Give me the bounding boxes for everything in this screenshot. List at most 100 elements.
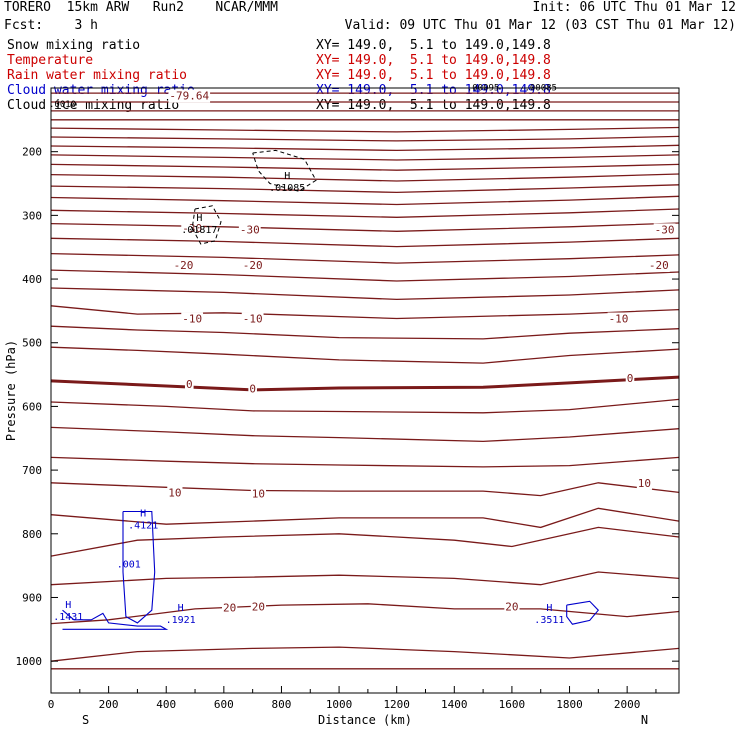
x-tick-label: 400 [156,698,176,711]
isotherm-label: -10 [609,313,629,326]
isotherm-line [50,571,680,586]
isotherm-label: -20 [174,259,194,272]
isotherm-line [50,526,680,557]
isotherm-line [50,603,680,625]
isotherm-line [50,237,680,248]
isotherm-line [50,456,680,468]
plot-frame [50,87,680,694]
cloud-ice-max-value: .01817 [181,225,217,236]
isotherm-label: 0 [186,378,193,391]
isotherm-label-bg [241,312,264,326]
x-tick-label: 1400 [441,698,468,711]
isotherm-label-bg [238,223,261,237]
cloud-water-contour [122,510,156,624]
legend-snow-xy: XY= 149.0, 5.1 to 149.0,149.8 [316,38,551,53]
cloud-water-contour [566,600,600,625]
x-tick-label: 600 [214,698,234,711]
isotherm-label: 20 [505,600,518,613]
cloud-water-max-value: .4121 [128,521,158,532]
cloud-water-max-marker: H [65,600,71,611]
top-contour-label: .00085 [524,84,557,94]
y-axis-title: Pressure (hPa) [4,340,18,441]
legend-snow-label: Snow mixing ratio [7,38,141,53]
y-tick-label: 200 [22,146,42,159]
isotherm-line [50,154,680,161]
y-tick-label: 400 [22,273,42,286]
isotherm-line [50,163,680,171]
isotherm-line [50,325,680,340]
cloud-water-max-value: .3511 [534,615,564,626]
isotherm-line [50,144,680,152]
isotherm-line [50,222,680,232]
isotherm-label-bg [241,259,264,273]
isotherm-label: -20 [649,259,669,272]
isotherm-line [50,305,680,320]
isotherm-label-bg [250,487,267,501]
isotherm-label: 10 [638,477,651,490]
isotherm-line [50,346,680,364]
isotherm-label: 20 [223,602,236,615]
x-tick-label: 1000 [326,698,353,711]
legend-temperature-label: Temperature [7,53,94,68]
isotherm-label-bg [184,378,194,392]
isotherm-label-bg [250,600,267,614]
isotherm-line [50,184,680,194]
isotherm-label: -20 [243,259,263,272]
cloud-water-max-marker: H [140,509,146,520]
forecast-hour: Fcst: 3 h [4,18,98,33]
isotherm-line [50,135,680,142]
x-tick-label: 0 [48,698,55,711]
isotherm-label: -79.64 [169,90,209,103]
y-tick-label: 800 [22,528,42,541]
cloud-water-max-value: .1431 [53,612,83,623]
isotherm-line [50,208,680,218]
isotherm-label-bg [607,312,630,326]
isotherm-label-bg [167,486,183,500]
cloud-ice-contour [252,149,317,192]
legend-temperature-xy: XY= 149.0, 5.1 to 149.0,149.8 [316,53,551,68]
isotherm-line [50,126,680,133]
isotherm-label: -30 [240,223,260,236]
isotherm-label: -10 [182,313,202,326]
init-time: Init: 06 UTC Thu 01 Mar 12 [532,0,737,15]
y-tick-label: 900 [22,591,42,604]
isotherm-line [50,482,680,497]
legend-cloudwater-xy: XY= 149.0, 5.1 to 149.0,149.8 [316,83,551,98]
isotherm-label-bg [248,382,257,396]
isotherm-label-bg [647,259,670,273]
y-tick-label: 300 [22,209,42,222]
isotherm-label: 10 [252,488,265,501]
x-axis-title: Distance (km) [318,713,412,727]
cloud-ice-max-marker: H [284,171,290,182]
x-tick-label: 200 [99,698,119,711]
isotherm-line [50,507,680,529]
cloud-ice-contour [191,205,222,245]
snow-value-label: .0010 [49,100,76,110]
isotherm-label: -10 [243,313,263,326]
x-tick-label: 1800 [556,698,583,711]
isotherm-0c-line [50,375,680,392]
x-tick-label: 1600 [499,698,526,711]
north-label: N [641,713,648,727]
isotherm-label: 0 [627,372,634,385]
south-label: S [82,713,89,727]
isotherm-line [50,287,680,301]
y-tick-label: 1000 [16,655,43,668]
isotherm-line [50,426,680,443]
cloud-water-max-value: .001 [117,560,141,571]
y-tick-label: 600 [22,400,42,413]
cloud-ice-max-value: .01085 [269,183,305,194]
isotherm-label-bg [222,601,238,615]
cloud-water-contour [62,609,169,630]
y-tick-label: 700 [22,464,42,477]
isotherm-line [50,195,680,206]
x-tick-label: 2000 [614,698,641,711]
isotherm-label-bg [172,259,195,273]
isotherm-label: -30 [182,222,202,235]
isotherm-label-bg [636,476,653,490]
isotherm-label-bg [653,223,676,237]
cloud-ice-max-marker: H [196,213,202,224]
isotherm-label-bg [181,222,204,236]
valid-time: Valid: 09 UTC Thu 01 Mar 12 (03 CST Thu … [344,18,736,33]
